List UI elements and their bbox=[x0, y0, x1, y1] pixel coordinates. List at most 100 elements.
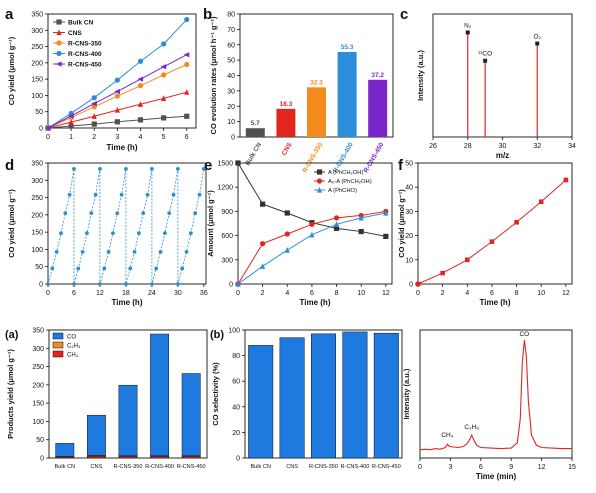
panel-b-y-tick-label: 50 bbox=[227, 58, 235, 65]
panel-f-y-tick-label: 20 bbox=[405, 233, 413, 240]
panel-gc-x-tick-label: 6 bbox=[479, 464, 483, 471]
panel-a-y-tick-label: 350 bbox=[31, 12, 43, 19]
panel-a-point bbox=[91, 113, 97, 119]
panel-gc-x-tick-label: 12 bbox=[538, 464, 546, 471]
panel-d-point bbox=[46, 282, 50, 286]
panel-b-bar bbox=[337, 51, 357, 137]
panel-d-y-tick-label: 250 bbox=[31, 195, 43, 202]
panel-e-y-tick-label: 1500 bbox=[217, 161, 233, 168]
panel-d-point bbox=[141, 211, 146, 216]
panel-d-point bbox=[93, 192, 98, 197]
panel-d-point bbox=[132, 249, 137, 254]
panel-c-peak-label: ¹³CO bbox=[478, 51, 492, 58]
panel-gc-peak-label: CH₄ bbox=[441, 432, 453, 439]
panel-e-x-tick-label: 2 bbox=[261, 290, 265, 297]
panel-c-peak-marker bbox=[483, 58, 488, 63]
panel-pa-category-label: Bulk CN bbox=[55, 464, 76, 470]
panel-e-point bbox=[309, 231, 315, 238]
panel-pb-category-label: R-CNS-400 bbox=[340, 464, 369, 470]
panel-pb-y-tick-label: 80 bbox=[232, 353, 240, 360]
panel-b-category-label: R-CNS-450 bbox=[363, 141, 386, 174]
panel-d-point bbox=[193, 211, 198, 216]
panel-pa-ylabel: Products yield (μmol g⁻¹) bbox=[6, 349, 15, 439]
panel-a-point bbox=[91, 95, 97, 101]
panel-c-x-tick-label: 26 bbox=[429, 143, 437, 150]
panel-b-y-tick-label: 20 bbox=[227, 104, 235, 111]
panel-d-point bbox=[162, 231, 167, 236]
panel-gc-x-tick-label: 3 bbox=[448, 464, 452, 471]
panel-a-y-tick-label: 0 bbox=[39, 126, 43, 133]
panel-d-point bbox=[158, 249, 163, 254]
panel-a-point bbox=[44, 125, 51, 131]
panel-b-category-label: R-CNS-350 bbox=[301, 141, 324, 174]
panel-c-ylabel: Intensity (a.u.) bbox=[416, 50, 425, 101]
panel-d-point bbox=[197, 192, 202, 197]
panel-e-point bbox=[260, 201, 266, 207]
panel-f-ylabel: CO yield (μmol g⁻¹) bbox=[397, 189, 406, 258]
panel-d-y-tick-label: 100 bbox=[31, 247, 43, 254]
panel-d-point bbox=[111, 231, 115, 236]
panel-d-point bbox=[154, 266, 159, 271]
panel-pa-legend-label: CO bbox=[67, 334, 76, 340]
panel-b-category-label: R-CNS-400 bbox=[332, 141, 355, 174]
panel-pa-bar-segment bbox=[181, 373, 201, 457]
panel-c-x-tick-label: 32 bbox=[533, 143, 541, 150]
panel-f-series-line bbox=[417, 179, 567, 285]
panel-b-value-label: 32.3 bbox=[310, 79, 323, 86]
panel-c-peak-label: N₂ bbox=[464, 22, 472, 29]
panel-pb-y-tick-label: 60 bbox=[232, 379, 240, 386]
panel-b-y-tick-label: 40 bbox=[227, 73, 235, 80]
panel-a-point bbox=[114, 93, 120, 99]
panel-a-legend-marker bbox=[56, 29, 62, 36]
panel-d-point bbox=[89, 211, 94, 216]
panel-pa-y-tick-label: 200 bbox=[32, 382, 44, 389]
panel-pa-y-tick-label: 150 bbox=[32, 401, 44, 408]
panel-e-x-tick-label: 0 bbox=[236, 290, 240, 297]
panel-pb-y-tick-label: 0 bbox=[236, 456, 240, 463]
panel-b-value-label: 18.3 bbox=[280, 101, 293, 108]
panel-gc-ylabel: Intensity (a.u.) bbox=[402, 368, 411, 419]
panel-a-frame bbox=[47, 13, 197, 129]
panel-f-point bbox=[440, 270, 445, 276]
panel-pa-y-tick-label: 0 bbox=[40, 456, 44, 463]
panel-a-point bbox=[160, 64, 167, 70]
panel-pa-legend-swatch bbox=[52, 350, 64, 358]
panel-e-point bbox=[235, 280, 241, 287]
panel-e-x-tick-label: 6 bbox=[310, 290, 314, 297]
panel-pb-y-tick-label: 40 bbox=[232, 404, 240, 411]
panel-e-point bbox=[284, 210, 290, 216]
panel-c-frame bbox=[432, 13, 573, 138]
panel-pb-bar bbox=[373, 332, 399, 459]
panel-a-y-tick-label: 100 bbox=[31, 93, 43, 100]
panel-f-x-tick-label: 12 bbox=[562, 290, 570, 297]
panel-a-ylabel: CO yield (μmol g⁻¹) bbox=[7, 36, 16, 105]
panel-d-ylabel: CO yield (μmol g⁻¹) bbox=[7, 189, 16, 258]
panel-d-point bbox=[175, 166, 180, 171]
panel-a-x-tick-label: 5 bbox=[162, 134, 166, 141]
panel-d-x-tick-label: 30 bbox=[174, 290, 182, 297]
panel-b-y-tick-label: 60 bbox=[227, 42, 235, 49]
panel-pb-y-tick-label: 100 bbox=[228, 328, 240, 335]
panel-e-point bbox=[333, 225, 340, 231]
panel-e-y-tick-label: 900 bbox=[221, 209, 233, 216]
panel-d-point bbox=[76, 266, 81, 271]
panel-d-point bbox=[67, 192, 72, 197]
panel-e-point bbox=[333, 221, 340, 227]
panel-e-frame bbox=[237, 162, 393, 285]
panel-f-y-tick-label: 0 bbox=[409, 282, 413, 289]
panel-b-bar bbox=[368, 79, 388, 137]
panel-a-legend-label: Bulk CN bbox=[68, 20, 94, 27]
panel-d-xlabel: Time (h) bbox=[112, 298, 143, 307]
panel-pa-y-tick-label: 50 bbox=[36, 437, 44, 444]
panel-b-y-tick-label: 10 bbox=[227, 119, 235, 126]
panel-gc-xlabel: Time (min) bbox=[476, 472, 517, 481]
panel-d-point bbox=[63, 211, 68, 216]
panel-f-x-tick-label: 2 bbox=[441, 290, 445, 297]
panel-d-point bbox=[80, 249, 85, 254]
panel-c-peak-marker bbox=[535, 41, 540, 46]
panel-a-point bbox=[68, 123, 74, 129]
panel-f-y-tick-label: 10 bbox=[405, 257, 413, 264]
panel-d-x-tick-label: 0 bbox=[46, 290, 50, 297]
panel-pa-bar-segment bbox=[86, 455, 106, 459]
panel-f-x-tick-label: 8 bbox=[515, 290, 519, 297]
